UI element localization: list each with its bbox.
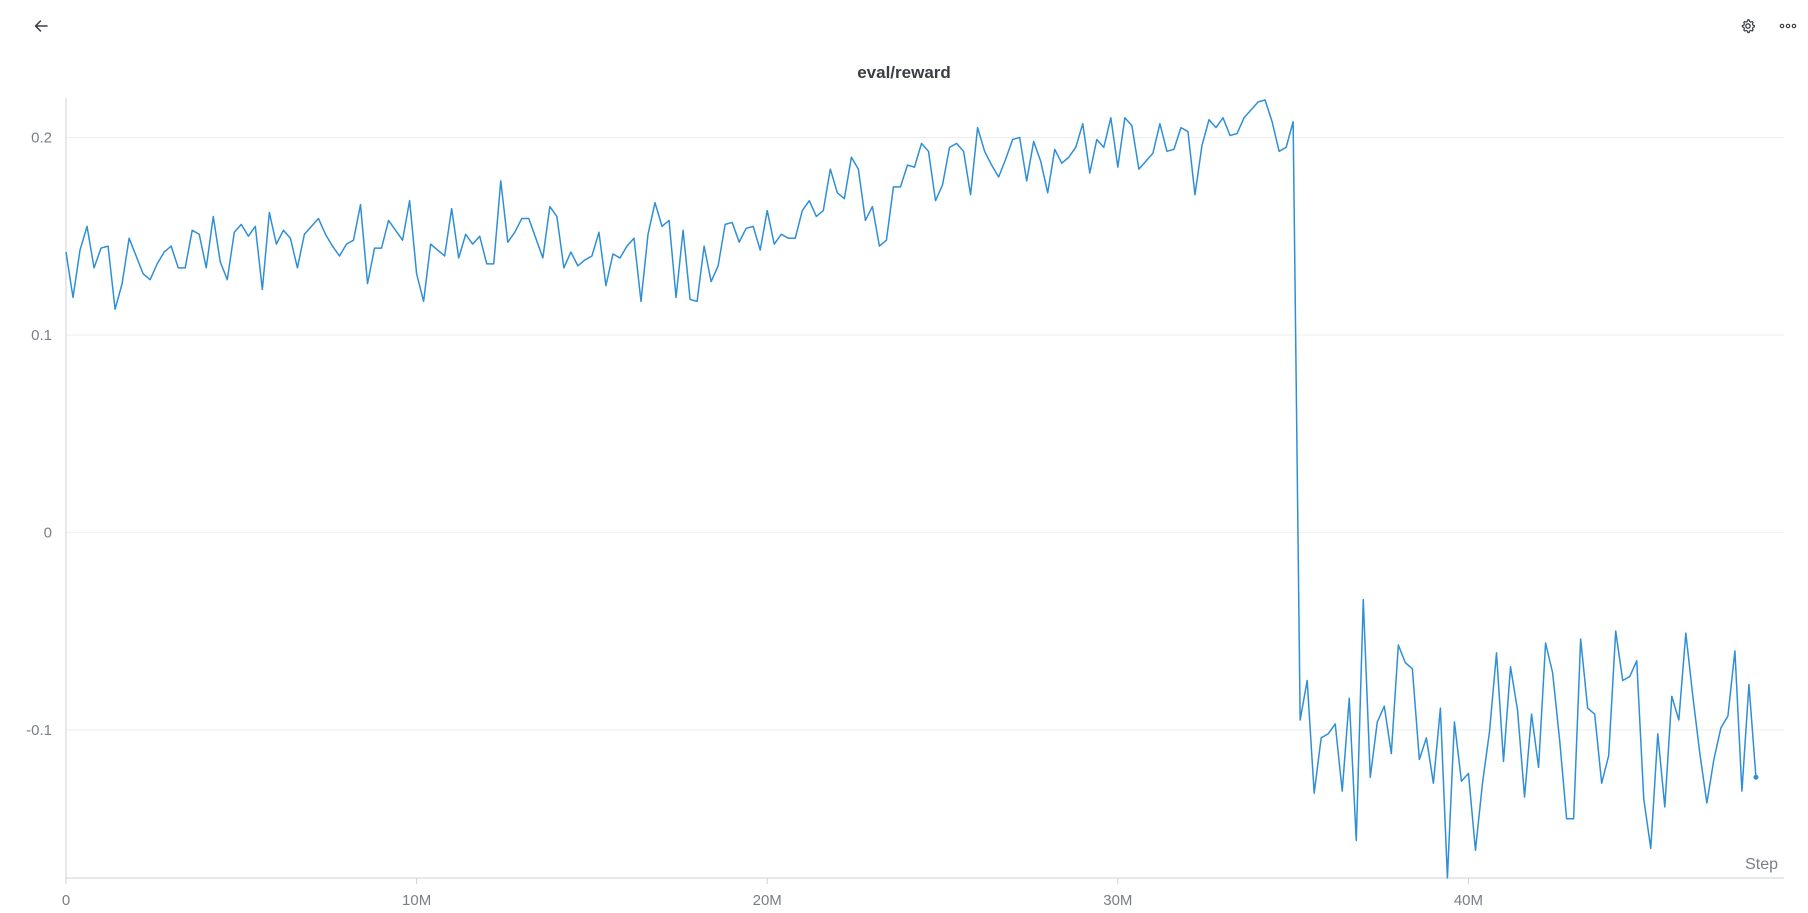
- y-tick-label: 0.1: [31, 327, 52, 344]
- x-tick-label: 10M: [402, 892, 431, 909]
- y-tick-label: 0.2: [31, 129, 52, 146]
- y-tick-label: -0.1: [26, 722, 52, 739]
- settings-button[interactable]: [1734, 12, 1762, 40]
- arrow-left-icon: [34, 20, 48, 32]
- series-last-point: [1753, 774, 1759, 780]
- more-horizontal-icon: [1779, 23, 1797, 29]
- x-tick-label: 20M: [753, 892, 782, 909]
- x-tick-label: 40M: [1454, 892, 1483, 909]
- chart-title: eval/reward: [857, 63, 951, 82]
- back-button[interactable]: [27, 12, 55, 40]
- x-tick-label: 0: [62, 892, 70, 909]
- y-tick-label: 0: [44, 524, 52, 541]
- x-axis-title: Step: [1745, 856, 1778, 873]
- series-line: [65, 99, 1757, 879]
- more-options-button[interactable]: [1774, 12, 1802, 40]
- gear-icon: [1741, 19, 1755, 34]
- x-tick-label: 30M: [1103, 892, 1132, 909]
